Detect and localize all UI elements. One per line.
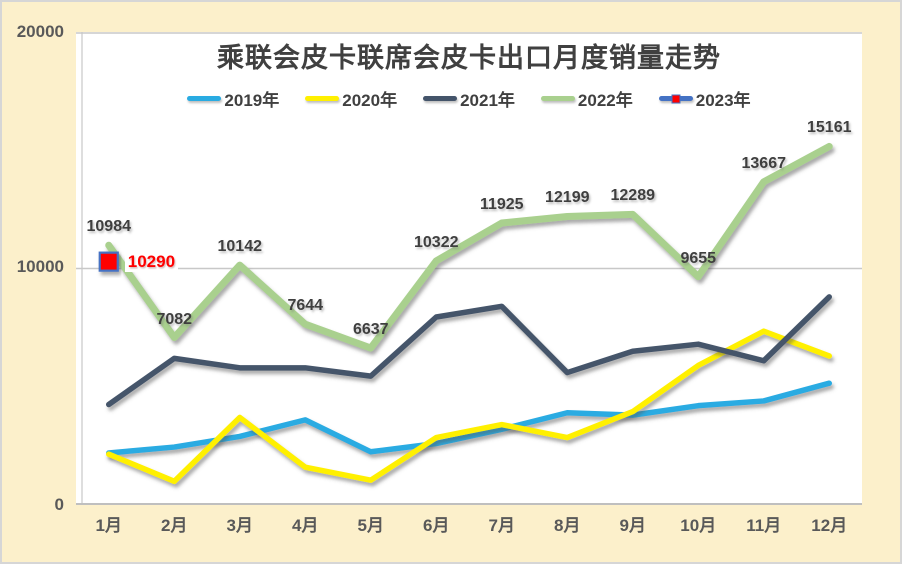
plot-area: 乘联会皮卡联席会皮卡出口月度销量走势 2019年 2020年 2021年 2022年 2… (76, 32, 862, 505)
x-axis-tick-2月: 2月 (161, 516, 188, 535)
x-axis-tick-3月: 3月 (226, 516, 253, 535)
y-axis-tick-20000: 20000 (16, 22, 64, 41)
marker-red-square-2023年 (98, 251, 119, 272)
data-label-2022年-9月: 12289 (610, 187, 656, 205)
data-label-2022年-4月: 7644 (287, 297, 324, 315)
data-label-2022年-10月: 9655 (680, 249, 717, 267)
legend-item-2020年: 2020年 (305, 86, 397, 111)
legend-label-2020年: 2020年 (342, 91, 398, 110)
legend-label-2023年: 2023年 (695, 91, 751, 110)
x-axis-tick-7月: 7月 (488, 516, 515, 535)
legend-item-2021年: 2021年 (423, 86, 515, 111)
series-line-2020年 (106, 328, 832, 485)
legend-item-2023年: 2023年 (658, 86, 751, 111)
chart-title: 乘联会皮卡联席会皮卡出口月度销量走势 (217, 43, 721, 73)
legend-label-2022年: 2022年 (577, 91, 633, 110)
data-label-2022年-2月: 7082 (156, 310, 193, 328)
x-axis-tick-12月: 12月 (811, 516, 848, 535)
data-label-2023年-1月: 10290 (124, 251, 179, 272)
legend-item-2022年: 2022年 (540, 86, 633, 111)
x-axis-tick-8月: 8月 (554, 516, 581, 535)
series-line-2019年 (106, 380, 832, 456)
legend-line-swatch-2020年 (305, 96, 340, 101)
chart-plot-svg (76, 32, 862, 505)
x-axis-tick-4月: 4月 (292, 516, 319, 535)
data-label-2022年-5月: 6637 (352, 321, 389, 339)
legend-label-2021年: 2021年 (460, 91, 515, 110)
data-label-2022年-3月: 10142 (217, 238, 263, 256)
y-axis-tick-10000: 10000 (16, 257, 64, 276)
x-axis-tick-5月: 5月 (357, 516, 384, 535)
x-axis-tick-10月: 10月 (680, 516, 717, 535)
legend-label-2019年: 2019年 (224, 91, 280, 110)
series-line-2022年 (105, 142, 833, 352)
data-label-2022年-12月: 15161 (807, 119, 852, 137)
legend: 2019年 2020年 2021年 2022年 2023年 (76, 86, 862, 111)
legend-red-square-marker (671, 94, 681, 103)
x-axis-tick-11月: 11月 (746, 516, 782, 535)
legend-line-swatch-2023年 (658, 94, 693, 103)
data-label-2022年-7月: 11925 (479, 195, 524, 213)
data-label-2022年-11月: 13667 (741, 154, 787, 172)
data-label-2022年-6月: 10322 (414, 233, 459, 251)
legend-line-swatch-2021年 (423, 96, 458, 101)
y-axis-tick-0: 0 (54, 495, 64, 514)
legend-item-2019年: 2019年 (187, 86, 279, 111)
series-line-2021年 (106, 294, 832, 408)
x-axis-tick-1月: 1月 (95, 516, 122, 535)
x-axis-tick-9月: 9月 (619, 516, 646, 535)
data-label-2022年-8月: 12199 (545, 189, 590, 207)
x-axis-tick-6月: 6月 (423, 516, 450, 535)
data-label-2022年-1月: 10984 (86, 218, 132, 236)
legend-line-swatch-2022年 (540, 96, 575, 101)
legend-line-swatch-2019年 (187, 96, 222, 101)
